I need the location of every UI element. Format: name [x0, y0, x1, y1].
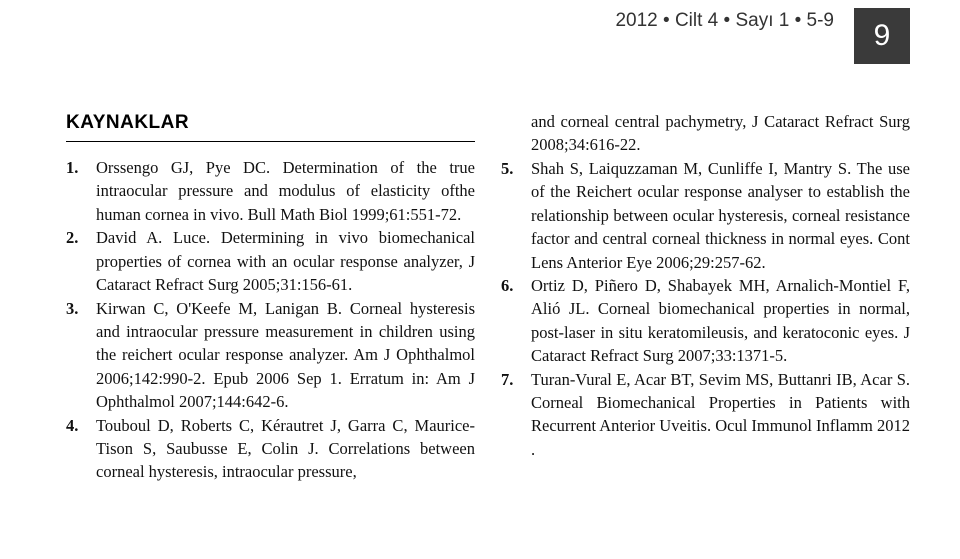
reference-item: 4. Touboul D, Roberts C, Kérautret J, Ga… [66, 414, 475, 484]
section-title: KAYNAKLAR [66, 110, 475, 137]
page-number: 9 [874, 19, 891, 53]
reference-text: David A. Luce. Determining in vivo biome… [96, 226, 475, 296]
reference-text: Shah S, Laiquzzaman M, Cunliffe I, Mantr… [531, 157, 910, 274]
reference-number: 3. [66, 297, 96, 414]
reference-text: Orssengo GJ, Pye DC. Determination of th… [96, 156, 475, 226]
reference-item: 7. Turan-Vural E, Acar BT, Sevim MS, But… [501, 368, 910, 462]
reference-number: 2. [66, 226, 96, 296]
reference-text: Turan-Vural E, Acar BT, Sevim MS, Buttan… [531, 368, 910, 462]
reference-item: 2. David A. Luce. Determining in vivo bi… [66, 226, 475, 296]
reference-number: 7. [501, 368, 531, 462]
reference-item: 6. Ortiz D, Piñero D, Shabayek MH, Arnal… [501, 274, 910, 368]
issue-info: 2012 • Cilt 4 • Sayı 1 • 5-9 [615, 8, 854, 32]
reference-number: 1. [66, 156, 96, 226]
reference-number: 5. [501, 157, 531, 274]
reference-text: Kirwan C, O'Keefe M, Lanigan B. Corneal … [96, 297, 475, 414]
reference-number-empty [501, 110, 531, 157]
content-area: KAYNAKLAR 1. Orssengo GJ, Pye DC. Determ… [66, 110, 910, 484]
reference-text: and corneal central pachymetry, J Catara… [531, 110, 910, 157]
left-column: KAYNAKLAR 1. Orssengo GJ, Pye DC. Determ… [66, 110, 475, 484]
page-header: 2012 • Cilt 4 • Sayı 1 • 5-9 9 [615, 8, 910, 64]
reference-text: Ortiz D, Piñero D, Shabayek MH, Arnalich… [531, 274, 910, 368]
reference-number: 4. [66, 414, 96, 484]
reference-text: Touboul D, Roberts C, Kérautret J, Garra… [96, 414, 475, 484]
reference-item: 5. Shah S, Laiquzzaman M, Cunliffe I, Ma… [501, 157, 910, 274]
right-column: and corneal central pachymetry, J Catara… [501, 110, 910, 484]
page-number-box: 9 [854, 8, 910, 64]
reference-item: 1. Orssengo GJ, Pye DC. Determination of… [66, 156, 475, 226]
section-rule [66, 141, 475, 142]
reference-number: 6. [501, 274, 531, 368]
reference-item: 3. Kirwan C, O'Keefe M, Lanigan B. Corne… [66, 297, 475, 414]
reference-continuation: and corneal central pachymetry, J Catara… [501, 110, 910, 157]
